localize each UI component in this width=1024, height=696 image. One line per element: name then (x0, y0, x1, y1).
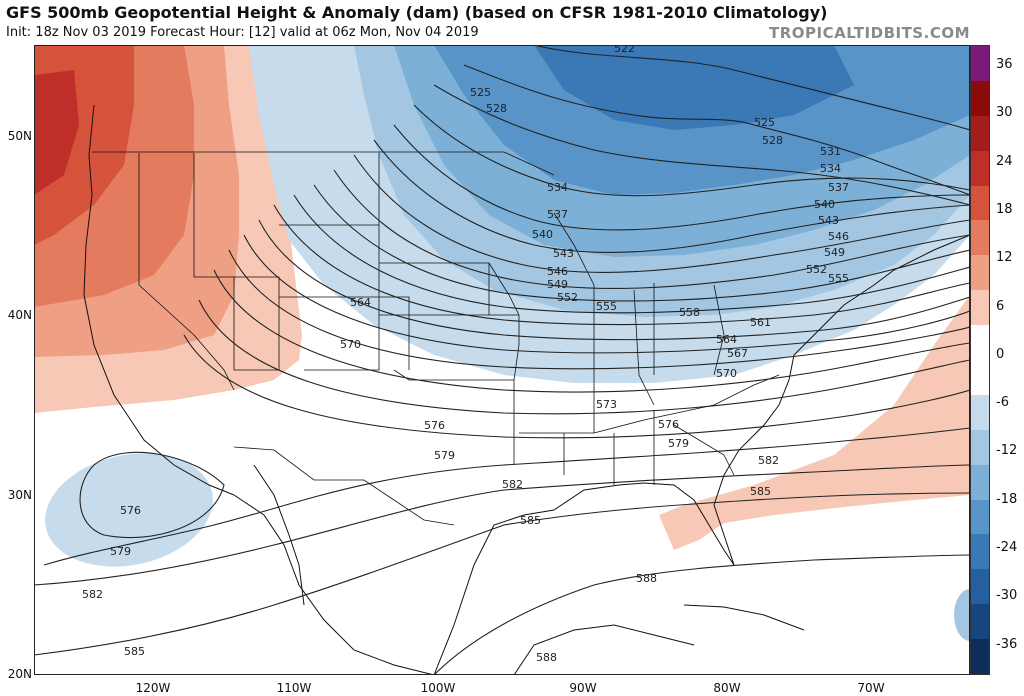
svg-text:540: 540 (532, 228, 553, 241)
colorbar-segment (971, 255, 989, 291)
svg-text:537: 537 (828, 181, 849, 194)
svg-text:570: 570 (340, 338, 361, 351)
colorbar-segment (971, 325, 989, 361)
svg-text:588: 588 (636, 572, 657, 585)
svg-text:525: 525 (754, 116, 775, 129)
colorbar-label: 12 (996, 250, 1013, 266)
colorbar-segment (971, 360, 989, 396)
colorbar-segment (971, 185, 989, 221)
svg-text:588: 588 (536, 651, 557, 664)
svg-text:567: 567 (727, 347, 748, 360)
svg-text:573: 573 (596, 398, 617, 411)
svg-text:552: 552 (557, 291, 578, 304)
colorbar-segment (971, 499, 989, 535)
lon-label-120w: 120W (135, 681, 171, 695)
map-subtitle: Init: 18z Nov 03 2019 Forecast Hour: [12… (6, 25, 479, 40)
svg-text:534: 534 (547, 181, 568, 194)
lat-label-30n: 30N (7, 488, 32, 502)
lon-label-90w: 90W (569, 681, 597, 695)
svg-text:564: 564 (350, 296, 371, 309)
svg-text:561: 561 (750, 316, 771, 329)
svg-text:528: 528 (762, 134, 783, 147)
contour-labels: 522 525 525 528 528 531 534 534 537 537 … (82, 45, 849, 664)
svg-text:534: 534 (820, 162, 841, 175)
lon-label-100w: 100W (420, 681, 456, 695)
map-title: GFS 500mb Geopotential Height & Anomaly … (6, 3, 828, 22)
svg-text:582: 582 (502, 478, 523, 491)
svg-text:549: 549 (547, 278, 568, 291)
svg-text:570: 570 (716, 367, 737, 380)
colorbar-segment (971, 115, 989, 152)
svg-text:579: 579 (110, 545, 131, 558)
svg-text:555: 555 (596, 300, 617, 313)
colorbar-segment (971, 290, 989, 326)
political-borders (92, 151, 780, 526)
colorbar-segment (971, 569, 989, 605)
lat-label-20n: 20N (7, 667, 32, 681)
colorbar-label: -18 (996, 491, 1018, 507)
svg-text:576: 576 (120, 504, 141, 517)
colorbar-label: 36 (996, 57, 1013, 72)
svg-text:546: 546 (547, 265, 568, 278)
colorbar-segment (971, 534, 989, 570)
svg-text:549: 549 (824, 246, 845, 259)
lon-label-110w: 110W (276, 681, 312, 695)
colorbar-label: -30 (996, 588, 1018, 604)
colorbar-label: 24 (996, 153, 1013, 169)
height-contours (34, 45, 970, 675)
svg-text:552: 552 (806, 263, 827, 276)
svg-text:522: 522 (614, 45, 635, 55)
colorbar-label: -36 (996, 636, 1018, 652)
svg-text:525: 525 (470, 86, 491, 99)
colorbar-label: 18 (996, 201, 1013, 217)
coastlines (83, 104, 970, 675)
colorbar-segment (971, 80, 989, 117)
svg-text:576: 576 (424, 419, 445, 432)
colorbar-label: -6 (996, 395, 1009, 411)
lat-label-40n: 40N (7, 308, 32, 322)
colorbar-segment (971, 220, 989, 256)
lat-label-50n: 50N (7, 129, 32, 143)
svg-text:546: 546 (828, 230, 849, 243)
colorbar-label: 0 (996, 346, 1005, 362)
colorbar-segment (971, 150, 989, 187)
site-credit: TROPICALTIDBITS.COM (769, 24, 970, 42)
svg-text:579: 579 (668, 437, 689, 450)
colorbar-segment (971, 604, 989, 640)
svg-text:543: 543 (553, 247, 574, 260)
colorbar-segment (971, 464, 989, 501)
svg-text:585: 585 (520, 514, 541, 527)
weather-map: 522 525 525 528 528 531 534 534 537 537 … (34, 45, 970, 675)
anomaly-colorbar (970, 45, 990, 675)
svg-text:531: 531 (820, 145, 841, 158)
svg-text:540: 540 (814, 198, 835, 211)
lon-label-70w: 70W (857, 681, 885, 695)
lon-label-80w: 80W (713, 681, 741, 695)
svg-text:585: 585 (124, 645, 145, 658)
colorbar-segment (971, 46, 989, 82)
colorbar-label: -12 (996, 443, 1018, 459)
svg-text:555: 555 (828, 272, 849, 285)
svg-text:537: 537 (547, 208, 568, 221)
positive-anomaly-shading (34, 45, 970, 550)
svg-text:576: 576 (658, 418, 679, 431)
svg-text:564: 564 (716, 333, 737, 346)
negative-anomaly-shading (45, 45, 970, 641)
svg-text:585: 585 (750, 485, 771, 498)
svg-text:582: 582 (82, 588, 103, 601)
svg-text:528: 528 (486, 102, 507, 115)
svg-text:579: 579 (434, 449, 455, 462)
colorbar-label: -24 (996, 540, 1018, 555)
colorbar-segment (971, 639, 989, 675)
svg-text:558: 558 (679, 306, 700, 319)
colorbar-label: 6 (996, 298, 1005, 314)
svg-text:543: 543 (818, 214, 839, 227)
svg-text:582: 582 (758, 454, 779, 467)
colorbar-segment (971, 429, 989, 466)
colorbar-segment (971, 394, 989, 431)
colorbar-label: 30 (996, 105, 1013, 121)
